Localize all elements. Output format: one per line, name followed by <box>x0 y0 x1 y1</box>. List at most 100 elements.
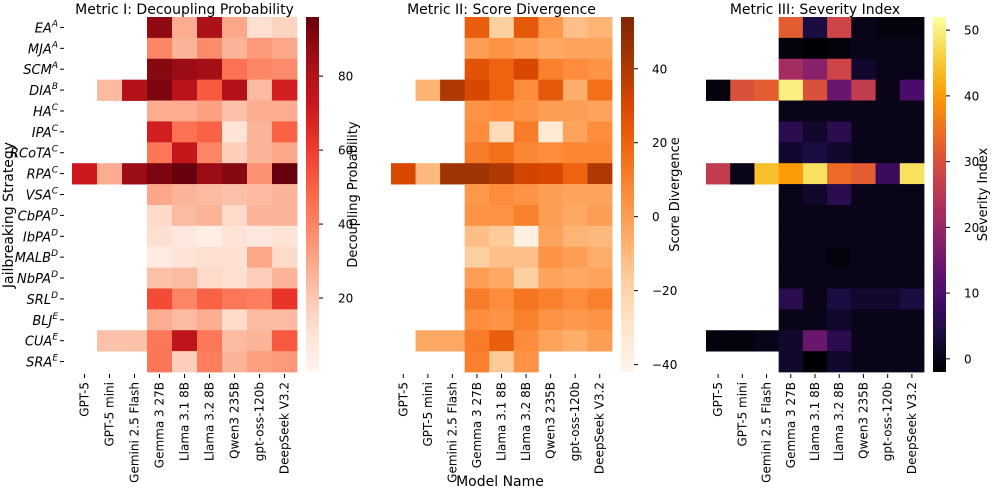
heatmap-cell <box>562 17 588 39</box>
heatmap-cell <box>587 330 613 352</box>
heatmap-cell <box>851 100 876 122</box>
heatmap-cell <box>197 246 223 268</box>
heatmap-cell <box>513 163 539 185</box>
heatmap-cell <box>172 79 198 101</box>
heatmap-cell <box>538 79 564 101</box>
heatmap-cell <box>899 17 925 39</box>
model-label: GPT-5 mini <box>421 382 435 447</box>
heatmap-cell <box>899 184 925 206</box>
y-axis-tick-labels: EAA MJAA SCMA DIAB HAC IPAC RCoTAC RPAC VSAC CbPA… <box>10 19 64 371</box>
heatmap-cell <box>802 267 828 289</box>
strategy-label: SCMA <box>23 61 58 78</box>
heatmap-cell <box>513 204 539 227</box>
heatmap-cell <box>222 309 248 331</box>
heatmap-cell <box>851 246 876 268</box>
heatmap-cell <box>247 163 273 185</box>
y-axis-title: Jailbreaking Strategy <box>1 142 17 289</box>
heatmap-cell <box>778 142 804 164</box>
heatmap-cell <box>562 184 588 206</box>
heatmap-cell <box>247 267 273 289</box>
heatmap-cell <box>706 79 731 101</box>
heatmap-cell <box>827 184 852 206</box>
heatmap-cell <box>802 17 828 39</box>
heatmap-cell <box>440 79 466 101</box>
heatmap-cell <box>587 142 613 164</box>
heatmap-cell <box>754 163 780 185</box>
heatmap-cell <box>587 267 613 289</box>
heatmap-cell <box>272 225 298 248</box>
heatmap-cell <box>587 184 613 206</box>
heatmap-cell <box>802 163 828 185</box>
colorbar-tick-label: 20 <box>652 136 667 150</box>
strategy-label: BLJE <box>32 312 58 329</box>
heatmap-cell <box>489 267 515 289</box>
colorbar-tick-label: 60 <box>338 144 353 158</box>
model-label: Qwen3 235B <box>544 382 558 459</box>
heatmap-cell <box>440 330 466 352</box>
heatmap-cell <box>172 58 198 81</box>
heatmap-cell <box>827 142 852 164</box>
heatmap-cell <box>489 79 515 101</box>
heatmap-cell <box>147 351 173 373</box>
heatmap-cell <box>147 225 173 248</box>
colorbar-tick-label: 50 <box>964 24 979 38</box>
heatmap-cell <box>538 246 564 268</box>
model-label: Llama 3.2 8B <box>203 382 217 461</box>
heatmap-cell <box>538 204 564 227</box>
heatmap-cell <box>875 288 901 310</box>
colorbar-tick-label: 20 <box>964 221 979 235</box>
heatmap-cell <box>875 309 901 331</box>
heatmap-cell <box>538 330 564 352</box>
colorbar-tick-label: 80 <box>338 70 353 84</box>
heatmap-cell <box>899 37 925 60</box>
heatmap-cell <box>899 351 925 373</box>
heatmap-cell <box>464 225 490 248</box>
heatmap-cell <box>875 163 901 185</box>
heatmap-cell <box>197 351 223 373</box>
heatmap-cell <box>899 121 925 143</box>
colorbar-label: Decoupling Probability <box>346 121 361 267</box>
heatmap-cell <box>489 58 515 81</box>
heatmap-cell <box>415 79 441 101</box>
heatmap-cell <box>272 17 298 39</box>
heatmap-cell <box>730 163 755 185</box>
heatmap-cell <box>247 330 273 352</box>
heatmap-cell <box>272 58 298 81</box>
heatmap-cell <box>197 121 223 143</box>
heatmap-cell <box>538 184 564 206</box>
strategy-label: RPAC <box>27 166 59 183</box>
heatmap-cell <box>489 184 515 206</box>
heatmap-cell <box>222 17 248 39</box>
heatmap-cell <box>899 79 925 101</box>
heatmap-cell <box>899 100 925 122</box>
heatmap-cell <box>778 100 804 122</box>
heatmap-cell <box>778 204 804 227</box>
heatmap-cell <box>587 204 613 227</box>
heatmap-cell <box>778 330 804 352</box>
heatmap-cell <box>147 37 173 60</box>
heatmap-cell <box>513 142 539 164</box>
heatmap-cell <box>562 246 588 268</box>
heatmap-cell <box>538 37 564 60</box>
heatmap-cell <box>97 79 123 101</box>
heatmap-cell <box>197 288 223 310</box>
heatmap-cell <box>802 184 828 206</box>
heatmap-cell <box>415 163 441 185</box>
heatmap-cell <box>513 58 539 81</box>
heatmap-cell <box>247 79 273 101</box>
heatmap-cell <box>489 204 515 227</box>
heatmap-cell <box>222 225 248 248</box>
heatmap-cell <box>464 163 490 185</box>
strategy-label: IbPAD <box>23 228 58 245</box>
model-label: GPT-5 <box>711 382 725 417</box>
heatmap-cell <box>875 204 901 227</box>
model-label: GPT-5 <box>396 382 410 417</box>
heatmap-cell <box>562 330 588 352</box>
heatmap-cell <box>538 58 564 81</box>
heatmap-cell <box>802 246 828 268</box>
model-label: Gemma 3 27B <box>470 382 484 468</box>
heatmap-cell <box>147 288 173 310</box>
heatmap-cell <box>851 225 876 248</box>
heatmap-cell <box>538 225 564 248</box>
heatmap-cell <box>72 163 98 185</box>
